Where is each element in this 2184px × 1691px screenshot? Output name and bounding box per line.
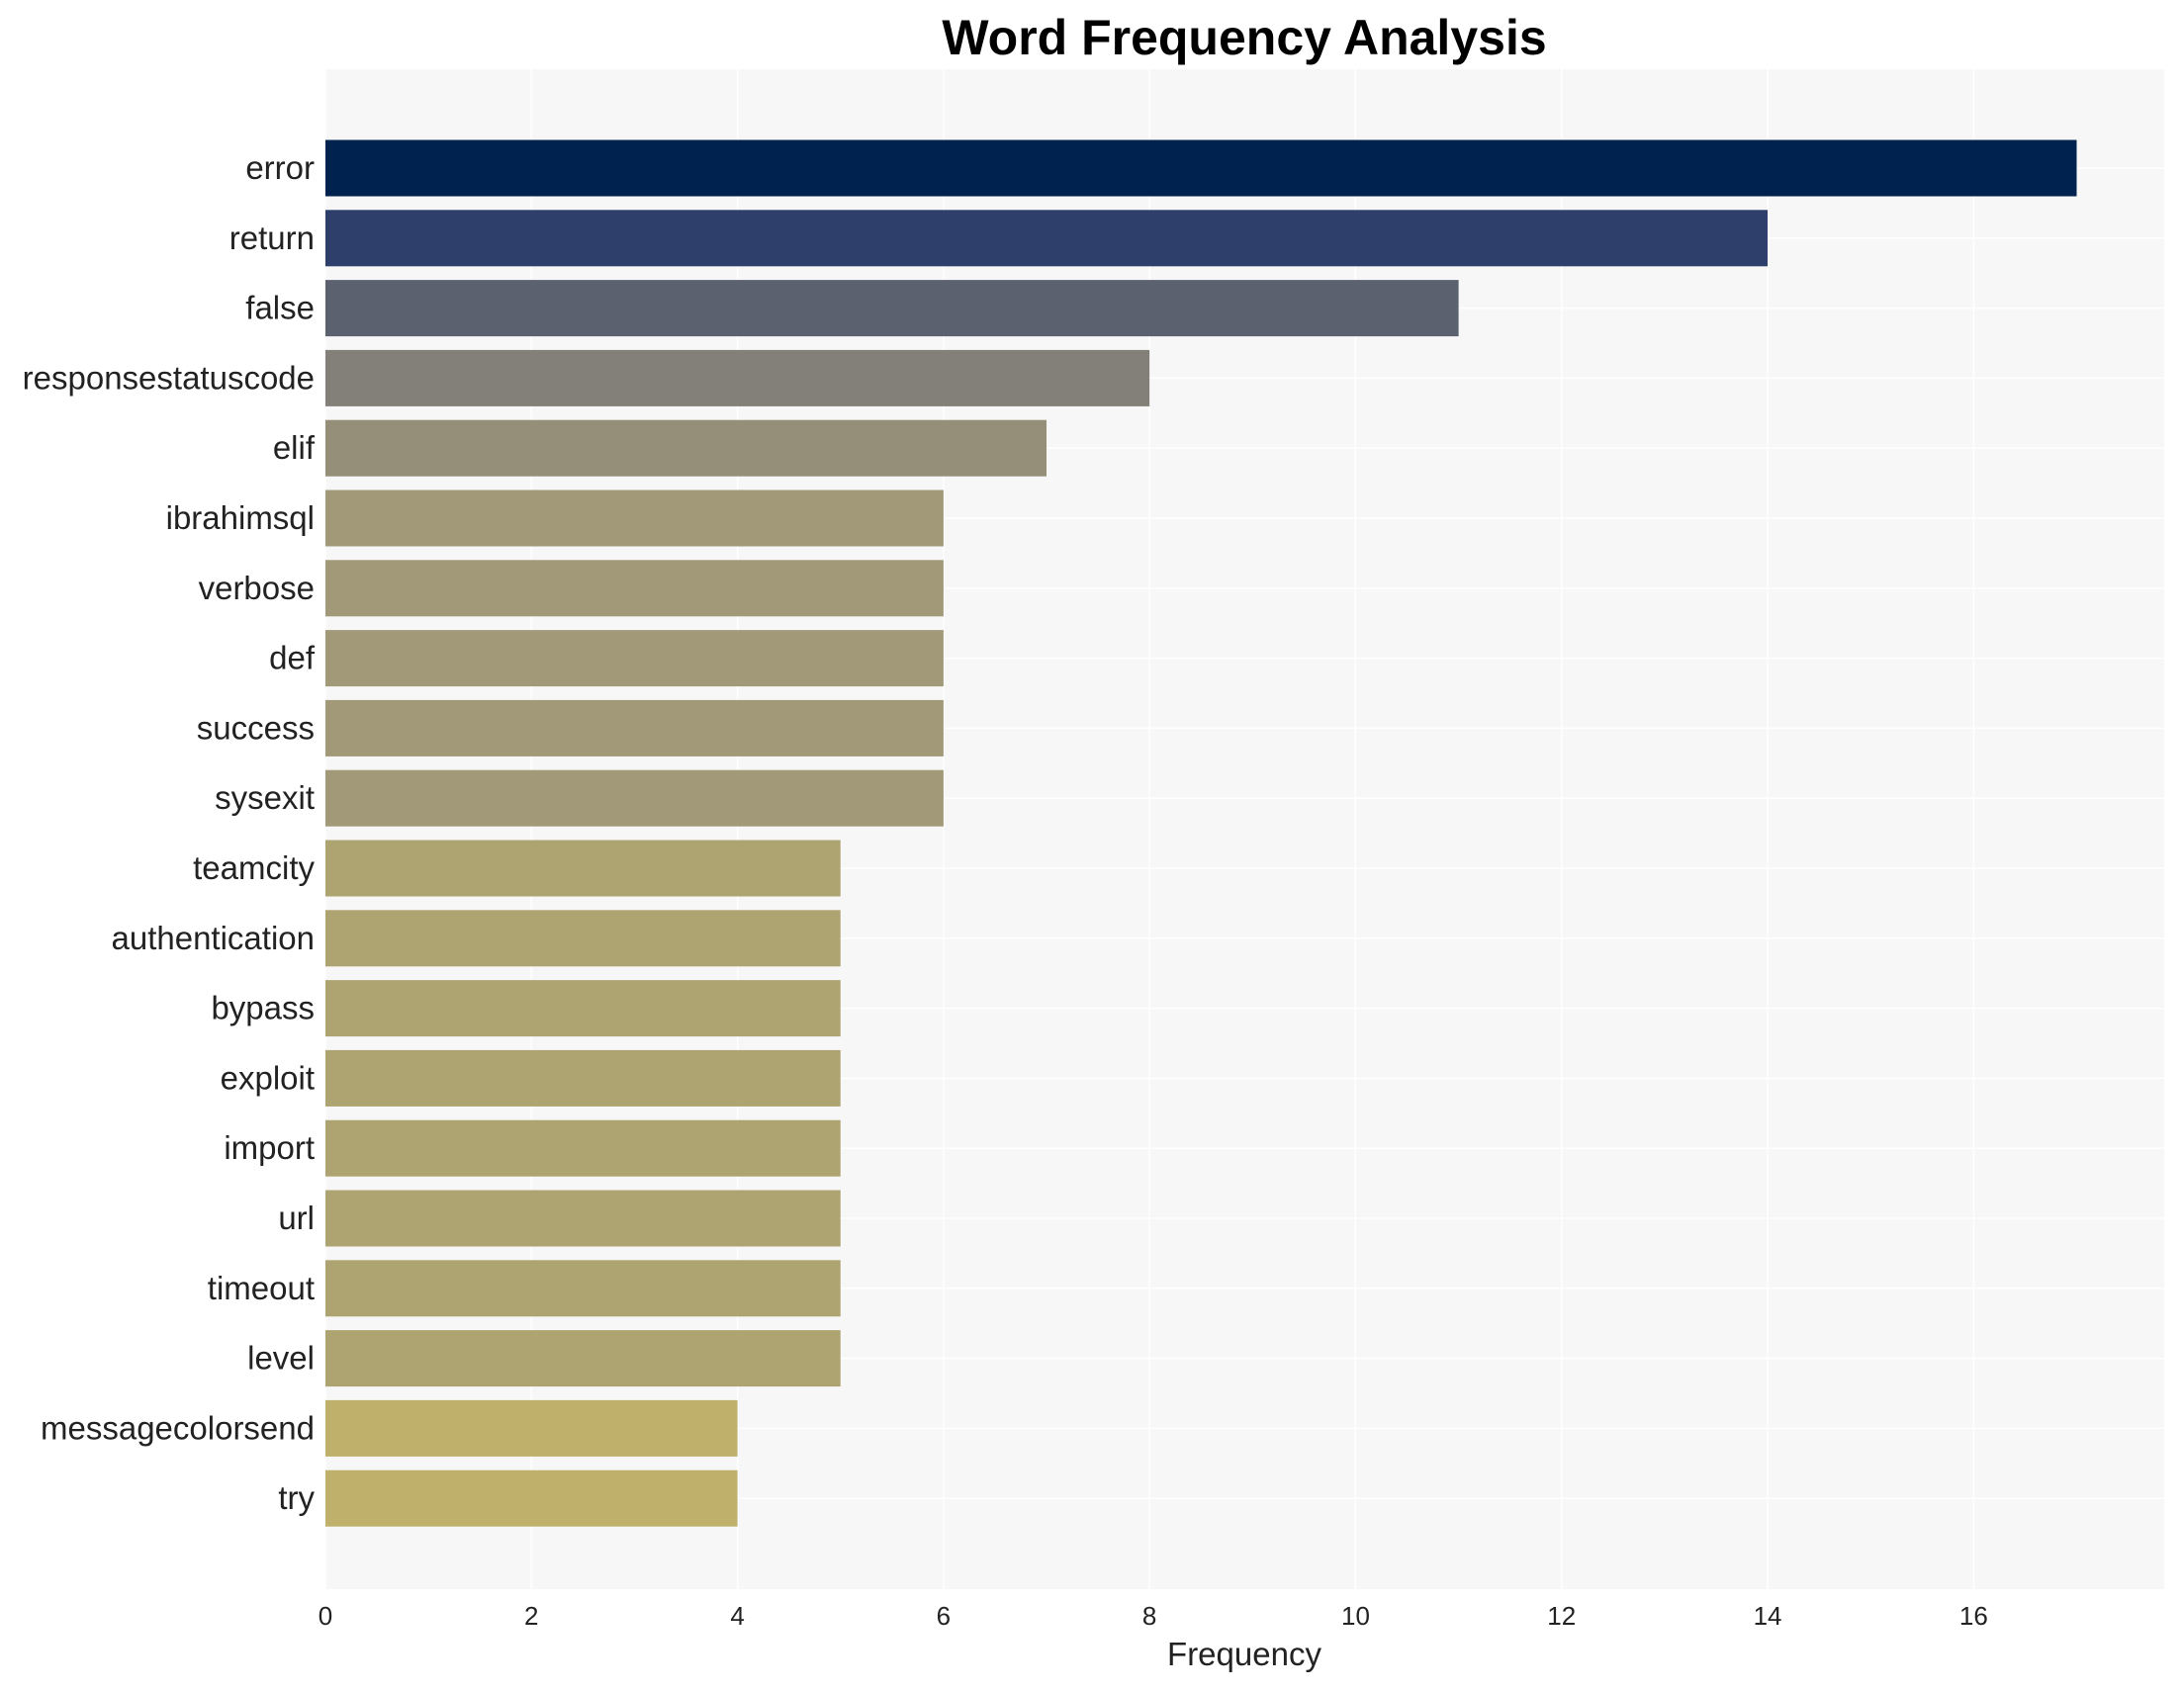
y-tick-label: responsestatuscode — [23, 359, 315, 396]
y-tick-label: bypass — [211, 990, 315, 1026]
y-tick-label: teamcity — [193, 849, 315, 886]
y-tick-label: elif — [273, 429, 316, 466]
y-tick-label: messagecolorsend — [41, 1409, 315, 1446]
y-tick-label: false — [245, 290, 315, 326]
x-axis-label: Frequency — [1167, 1636, 1321, 1672]
bar-responsestatuscode — [325, 349, 1150, 406]
x-tick-label: 4 — [730, 1601, 744, 1631]
x-tick-label: 10 — [1341, 1601, 1370, 1631]
bar-messagecolorsend — [325, 1399, 738, 1457]
x-tick-label: 8 — [1142, 1601, 1156, 1631]
x-tick-label: 12 — [1547, 1601, 1576, 1631]
y-tick-label: authentication — [112, 920, 316, 956]
bar-level — [325, 1330, 841, 1387]
bar-bypass — [325, 980, 841, 1037]
bar-ibrahimsql — [325, 490, 944, 547]
x-tick-label: 14 — [1754, 1601, 1782, 1631]
bar-sysexit — [325, 769, 944, 827]
bar-timeout — [325, 1260, 841, 1317]
y-tick-label: level — [247, 1340, 315, 1377]
bar-success — [325, 699, 944, 756]
x-tick-label: 2 — [524, 1601, 538, 1631]
bar-authentication — [325, 910, 841, 967]
y-tick-label: timeout — [208, 1270, 315, 1306]
y-tick-label: success — [197, 709, 315, 746]
x-tick-labels: 0 2 4 6 8 10 12 14 16 — [318, 1601, 1988, 1631]
y-tick-label: try — [278, 1479, 315, 1516]
bar-exploit — [325, 1049, 841, 1107]
y-tick-label: return — [229, 220, 315, 256]
bar-def — [325, 630, 944, 687]
bar-teamcity — [325, 840, 841, 897]
bar-elif — [325, 419, 1047, 477]
bar-false — [325, 280, 1459, 337]
bar-import — [325, 1119, 841, 1177]
x-tick-label: 16 — [1959, 1601, 1988, 1631]
y-tick-label: url — [278, 1200, 315, 1236]
bar-error — [325, 139, 2077, 197]
bar-verbose — [325, 560, 944, 617]
y-tick-label: verbose — [199, 570, 315, 606]
y-tick-label: def — [269, 640, 316, 676]
x-tick-label: 6 — [937, 1601, 951, 1631]
chart-title: Word Frequency Analysis — [942, 10, 1546, 65]
bar-url — [325, 1190, 841, 1247]
x-tick-label: 0 — [318, 1601, 332, 1631]
bar-return — [325, 210, 1769, 267]
y-tick-label: ibrahimsql — [166, 499, 315, 536]
bar-try — [325, 1469, 738, 1527]
y-tick-label: exploit — [221, 1059, 315, 1096]
y-tick-label: sysexit — [215, 779, 315, 816]
bars — [325, 139, 2077, 1527]
y-tick-label: import — [224, 1129, 315, 1166]
y-tick-label: error — [245, 149, 315, 186]
y-tick-labels: error return false responsestatuscode elif ib… — [23, 149, 316, 1516]
